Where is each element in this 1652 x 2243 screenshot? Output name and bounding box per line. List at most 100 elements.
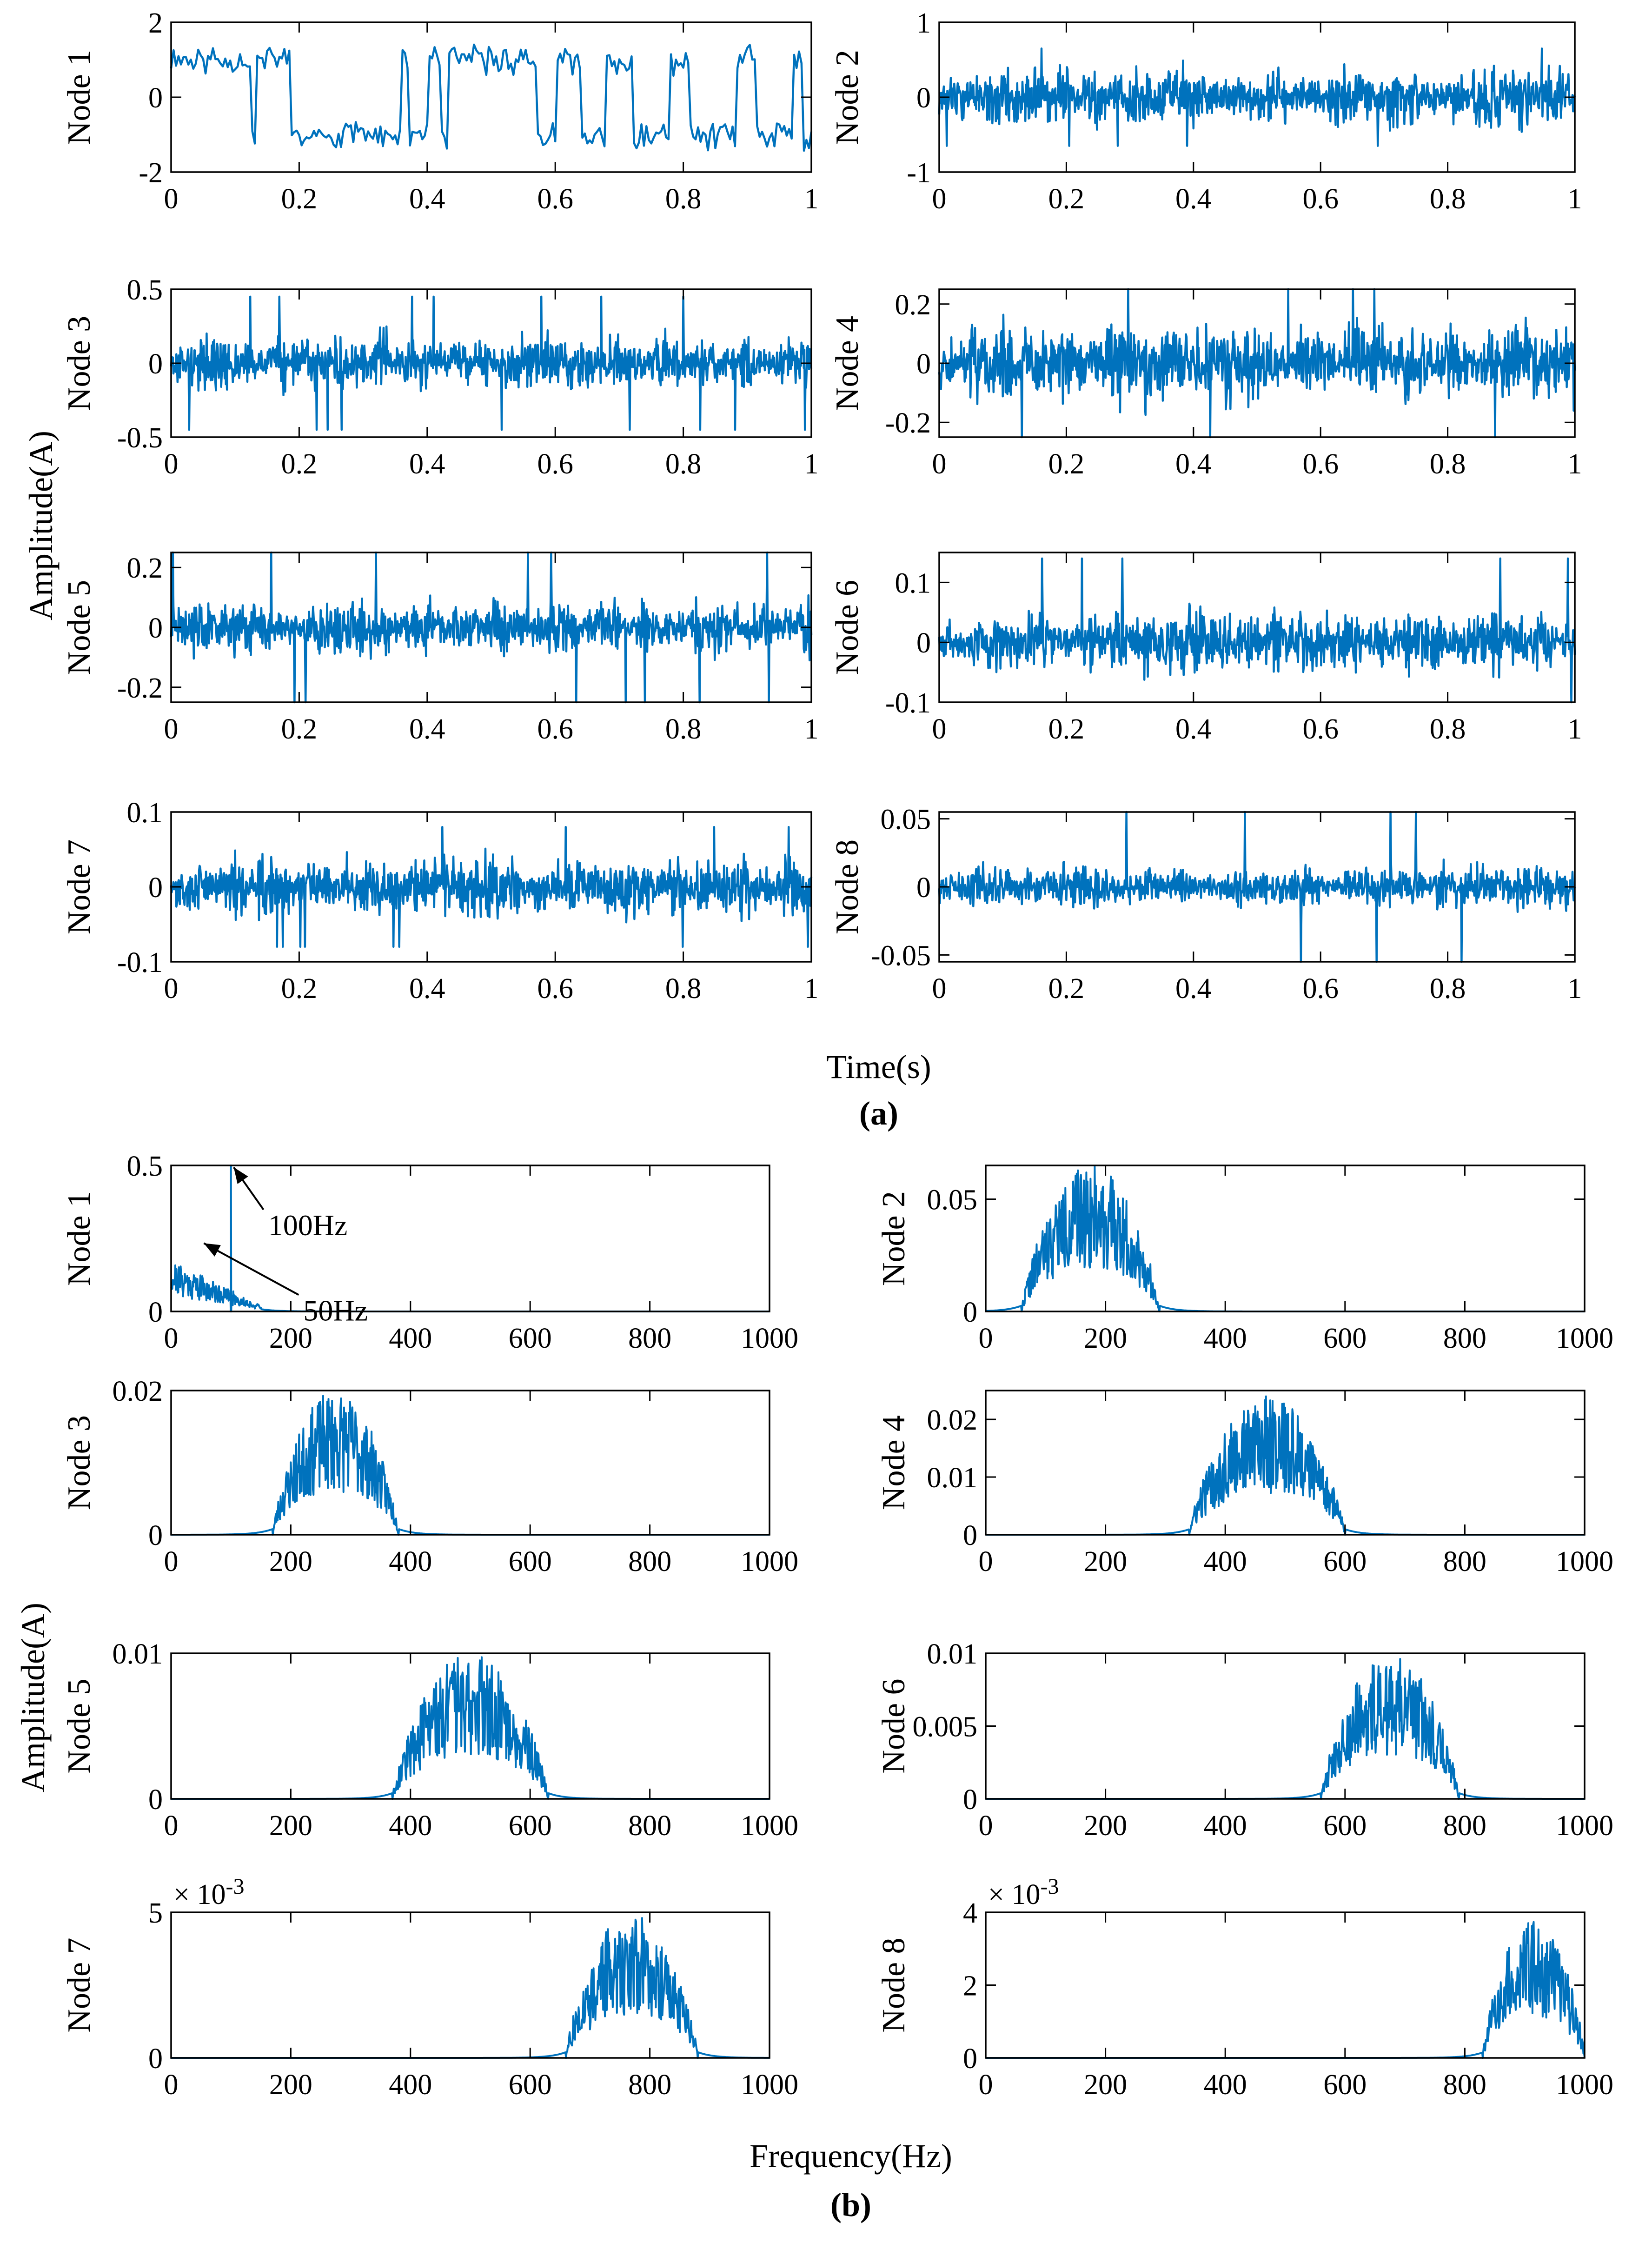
x-tick-label: 0.8 xyxy=(1430,713,1466,745)
y-tick-label: 0 xyxy=(148,872,163,904)
x-tick-label: 0 xyxy=(164,183,179,215)
subplot-b-node-2: 0 200 400 600 800 1000 0 0.05 Node 2 xyxy=(876,1165,1613,1354)
y-tick-label: 0 xyxy=(148,1297,163,1328)
axes-frame xyxy=(170,1390,770,1536)
x-tick-label: 0.4 xyxy=(409,183,445,215)
y-tick-label: 0 xyxy=(148,2043,163,2075)
x-tick-label: 600 xyxy=(1323,1546,1367,1577)
x-tick-label: 200 xyxy=(269,2069,312,2101)
x-tick-label: 1 xyxy=(804,973,819,1005)
x-tick-label: 1000 xyxy=(1556,1810,1613,1842)
axes-frame xyxy=(170,1165,770,1312)
x-tick-label: 800 xyxy=(1443,1810,1486,1842)
subplot-ylabel: Node 5 xyxy=(61,1678,97,1773)
x-tick-label: 400 xyxy=(1204,1546,1247,1577)
axes-frame xyxy=(170,1911,770,2059)
x-tick-label: 600 xyxy=(509,1546,552,1577)
x-tick-label: 1 xyxy=(804,183,819,215)
y-tick-label: -1 xyxy=(907,157,931,189)
x-tick-label: 200 xyxy=(1084,2069,1127,2101)
axes-frame xyxy=(985,1390,1586,1536)
x-tick-label: 0.8 xyxy=(665,713,702,745)
x-tick-label: 800 xyxy=(628,2069,671,2101)
y-tick-label: 2 xyxy=(963,1970,977,2002)
y-tick-label: 0 xyxy=(148,612,163,644)
x-tick-label: 0 xyxy=(979,2069,993,2101)
y-tick-label: 0.02 xyxy=(927,1404,978,1436)
x-tick-label: 0.2 xyxy=(1048,448,1085,480)
x-tick-label: 1000 xyxy=(1556,2069,1613,2101)
x-tick-label: 1 xyxy=(804,713,819,745)
series-line xyxy=(938,288,1576,439)
x-tick-label: 1000 xyxy=(1556,1546,1613,1577)
y-tick-label: -0.2 xyxy=(117,672,163,704)
x-tick-label: 1 xyxy=(1568,973,1582,1005)
x-tick-label: 0 xyxy=(164,2069,179,2101)
panel-label-b: (b) xyxy=(830,2186,871,2223)
x-tick-label: 0.8 xyxy=(665,183,702,215)
x-tick-label: 0.4 xyxy=(1175,713,1212,745)
x-tick-label: 0.4 xyxy=(409,973,445,1005)
x-tick-label: 0 xyxy=(932,448,947,480)
series-line xyxy=(938,557,1576,704)
x-tick-label: 0.2 xyxy=(1048,713,1085,745)
x-tick-label: 0.2 xyxy=(281,713,318,745)
x-tick-label: 0 xyxy=(932,713,947,745)
x-tick-label: 0 xyxy=(164,973,179,1005)
x-tick-label: 0 xyxy=(164,1323,179,1354)
x-tick-label: 1000 xyxy=(741,1323,798,1354)
y-tick-label: 0 xyxy=(963,2043,977,2075)
y-tick-label: 0.2 xyxy=(895,289,931,321)
x-tick-label: 0.2 xyxy=(281,973,318,1005)
subplot-b-node-1: 0 200 400 600 800 1000 0 0.5 Node 1 100Hz 50Hz xyxy=(61,1151,798,1354)
y-tick-label: 0 xyxy=(916,872,931,904)
x-tick-label: 0 xyxy=(979,1323,993,1354)
x-tick-label: 0.2 xyxy=(281,183,318,215)
y-tick-label: 5 xyxy=(148,1897,163,1929)
x-tick-label: 0.6 xyxy=(1302,973,1339,1005)
x-tick-label: 0.2 xyxy=(1048,183,1085,215)
time-xlabel: Time(s) xyxy=(826,1048,931,1085)
x-tick-label: 0 xyxy=(164,1810,179,1842)
x-tick-label: 400 xyxy=(389,1323,432,1354)
x-tick-label: 0 xyxy=(164,448,179,480)
y-tick-label: 0.005 xyxy=(913,1711,978,1743)
x-tick-label: 400 xyxy=(389,2069,432,2101)
y-tick-label: 0.05 xyxy=(881,804,931,836)
subplot-ylabel: Node 8 xyxy=(829,839,865,934)
x-tick-label: 1 xyxy=(804,448,819,480)
series-line xyxy=(170,825,813,948)
x-tick-label: 0.2 xyxy=(1048,973,1085,1005)
y-tick-label: 0 xyxy=(963,1784,977,1816)
x-tick-label: 0.6 xyxy=(537,973,573,1005)
y-tick-label: 0.1 xyxy=(127,797,163,829)
axis-multiplier: × 10-3 xyxy=(988,1874,1059,1910)
subplot-ylabel: Node 4 xyxy=(829,316,865,411)
x-tick-label: 400 xyxy=(1204,1810,1247,1842)
x-tick-label: 0.8 xyxy=(665,448,702,480)
x-tick-label: 600 xyxy=(1323,1323,1367,1354)
axes-frame xyxy=(170,1652,770,1800)
x-tick-label: 1000 xyxy=(1556,1323,1613,1354)
x-tick-label: 0 xyxy=(164,713,179,745)
subplot-ylabel: Node 3 xyxy=(61,316,97,411)
y-tick-label: -0.1 xyxy=(885,687,931,719)
x-tick-label: 400 xyxy=(389,1810,432,1842)
x-tick-label: 800 xyxy=(1443,1323,1486,1354)
subplot-ylabel: Node 8 xyxy=(876,1937,912,2032)
annotation-arrowhead xyxy=(204,1243,221,1257)
subplot-b-node-8: 0 200 400 600 800 1000 0 2 4 Node 8 × 10-3 xyxy=(876,1874,1613,2101)
y-tick-label: 0.05 xyxy=(927,1184,978,1216)
y-tick-label: 0 xyxy=(916,82,931,114)
x-tick-label: 1 xyxy=(1568,713,1582,745)
x-tick-label: 0.6 xyxy=(537,713,573,745)
x-tick-label: 200 xyxy=(269,1546,312,1577)
